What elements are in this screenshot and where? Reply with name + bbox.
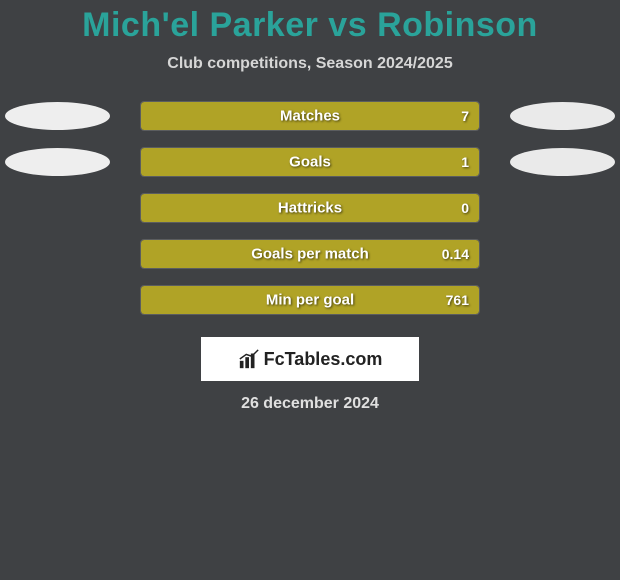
stat-label: Hattricks xyxy=(278,200,342,217)
stat-label: Goals xyxy=(289,154,331,171)
page-title: Mich'el Parker vs Robinson xyxy=(0,6,620,45)
stat-bar: Goals 1 xyxy=(140,147,480,177)
stat-value: 1 xyxy=(461,154,469,170)
stat-label: Matches xyxy=(280,108,340,125)
player-right-marker xyxy=(510,102,615,130)
stat-label: Min per goal xyxy=(266,292,354,309)
stat-row: Hattricks 0 xyxy=(0,193,620,223)
stat-bar: Hattricks 0 xyxy=(140,193,480,223)
brand-text: FcTables.com xyxy=(264,349,383,370)
page-subtitle: Club competitions, Season 2024/2025 xyxy=(0,55,620,73)
stat-bar: Matches 7 xyxy=(140,101,480,131)
stat-value: 0.14 xyxy=(442,246,469,262)
player-left-marker xyxy=(5,102,110,130)
stat-bar: Min per goal 761 xyxy=(140,285,480,315)
stat-value: 761 xyxy=(446,292,469,308)
stat-label: Goals per match xyxy=(251,246,369,263)
date-label: 26 december 2024 xyxy=(0,395,620,413)
stats-rows: Matches 7 Goals 1 Hattricks 0 Goals per match 0… xyxy=(0,101,620,315)
player-left-marker xyxy=(5,148,110,176)
brand-inner: FcTables.com xyxy=(238,348,383,370)
comparison-panel: Mich'el Parker vs Robinson Club competit… xyxy=(0,0,620,413)
stat-row: Goals per match 0.14 xyxy=(0,239,620,269)
bars-icon xyxy=(238,348,260,370)
stat-row: Min per goal 761 xyxy=(0,285,620,315)
brand-box: FcTables.com xyxy=(201,337,419,381)
stat-row: Matches 7 xyxy=(0,101,620,131)
player-right-marker xyxy=(510,148,615,176)
stat-bar: Goals per match 0.14 xyxy=(140,239,480,269)
stat-value: 0 xyxy=(461,200,469,216)
stat-value: 7 xyxy=(461,108,469,124)
stat-row: Goals 1 xyxy=(0,147,620,177)
